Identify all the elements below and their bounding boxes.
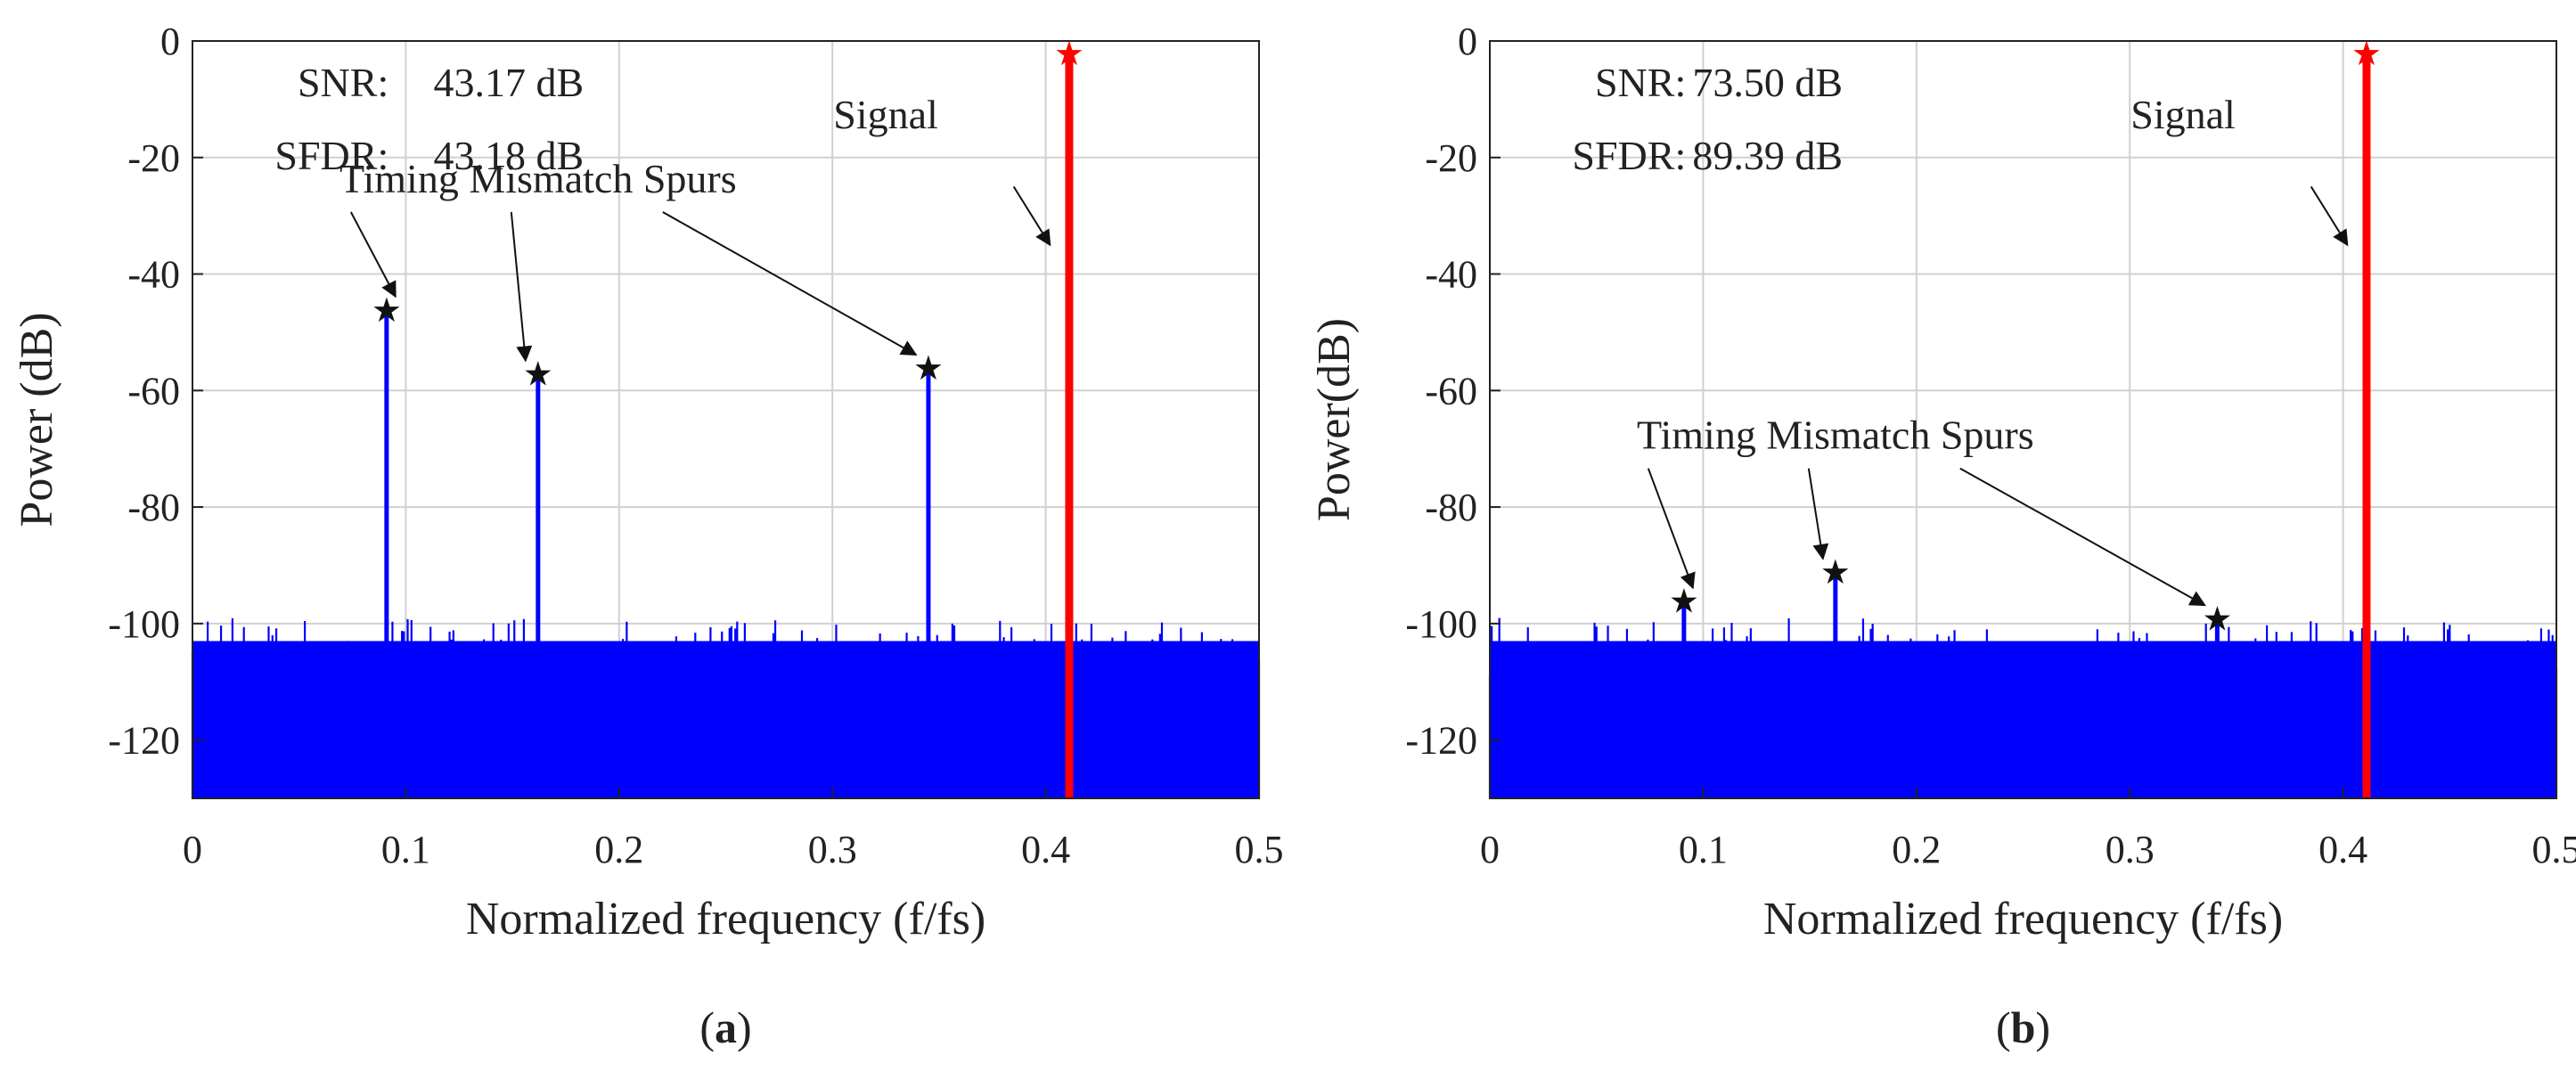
caption-letter: b xyxy=(2011,1002,2036,1052)
spur-marker: ★ xyxy=(523,355,553,394)
x-tick-label: 0 xyxy=(183,828,202,871)
stat-value: 89.39 dB xyxy=(1692,133,1843,178)
x-tick-label: 0.4 xyxy=(2318,828,2367,871)
spur-marker: ★ xyxy=(1820,552,1851,592)
y-tick-label: -80 xyxy=(127,486,180,529)
axis-ticks: 0 0.1 0.2 0.3 0.4 0.5 0 -20 -40 -60 -80 -100 -120 xyxy=(1405,20,2576,871)
panel-caption: (b) xyxy=(1996,1002,2050,1052)
y-tick-label: -40 xyxy=(1425,253,1477,297)
stat-value: 43.18 dB xyxy=(434,133,585,178)
stat-label: SFDR: xyxy=(274,133,388,178)
x-tick-label: 0 xyxy=(1480,828,1500,871)
y-tick-label: -100 xyxy=(108,602,180,646)
x-axis-label: Normalized frequency (f/fs) xyxy=(466,894,985,944)
chart-panel-a: ★ ★ ★ ★ 0 0.1 0.2 0.3 0.4 0.5 0 -20 -40 -60 -80 -100 -… xyxy=(12,20,1284,1052)
spur-arrow xyxy=(510,211,533,363)
y-tick-label: -80 xyxy=(1425,486,1477,529)
plot-frame xyxy=(192,40,1260,799)
spur-arrow xyxy=(349,211,397,298)
stat-value: 73.50 dB xyxy=(1692,60,1843,105)
y-tick-label: 0 xyxy=(1458,20,1477,63)
x-tick-label: 0.3 xyxy=(808,828,857,871)
signal-arrow xyxy=(1012,185,1051,247)
x-tick-label: 0.1 xyxy=(381,828,430,871)
signal-marker: ★ xyxy=(1054,34,1084,73)
noise-floor-series xyxy=(1488,617,2558,798)
x-tick-label: 0.1 xyxy=(1679,828,1728,871)
y-tick-label: -20 xyxy=(1425,136,1477,180)
signal-label: Signal xyxy=(833,92,938,137)
y-tick-label: -60 xyxy=(127,369,180,413)
spur-marker: ★ xyxy=(2202,599,2232,638)
signal-marker: ★ xyxy=(2351,34,2382,73)
panel-caption: (a) xyxy=(699,1002,751,1052)
spur-arrow xyxy=(662,211,918,356)
signal-arrow xyxy=(2310,185,2349,247)
noise-floor-series xyxy=(191,617,1261,798)
x-tick-label: 0.2 xyxy=(1892,828,1941,871)
y-tick-label: -40 xyxy=(127,253,180,297)
x-tick-label: 0.5 xyxy=(1235,828,1284,871)
y-tick-label: 0 xyxy=(160,20,180,63)
y-tick-label: -120 xyxy=(108,719,180,763)
x-tick-label: 0.5 xyxy=(2532,828,2576,871)
spur-label: Timing Mismatch Spurs xyxy=(339,156,737,201)
x-axis-label: Normalized frequency (f/fs) xyxy=(1763,894,2283,944)
x-tick-label: 0.3 xyxy=(2106,828,2155,871)
x-tick-label: 0.2 xyxy=(594,828,643,871)
chart-panel-b: ★ ★ ★ ★ 0 0.1 0.2 0.3 0.4 0.5 0 -20 -40 -60 -80 -100 -… xyxy=(1309,20,2576,1052)
y-axis-label: Power(dB) xyxy=(1309,318,1360,521)
annotations: SNR: 43.17 dB SFDR: 43.18 dB Signal Timing Mi… xyxy=(274,60,1051,363)
spur-marker: ★ xyxy=(913,348,944,388)
y-tick-label: -60 xyxy=(1425,369,1477,413)
plot-frame xyxy=(1489,40,2557,799)
y-tick-label: -100 xyxy=(1405,602,1477,646)
spur-arrow xyxy=(1959,467,2206,607)
stat-label: SNR: xyxy=(298,60,388,105)
stat-value: 43.17 dB xyxy=(434,60,585,105)
spur-arrow xyxy=(1807,468,1829,560)
stat-label: SNR: xyxy=(1595,60,1686,105)
spur-series: ★ ★ ★ xyxy=(1669,552,2232,798)
y-axis-label: Power (dB) xyxy=(12,312,62,527)
spur-label: Timing Mismatch Spurs xyxy=(1637,413,2034,458)
spur-arrow xyxy=(1647,468,1696,590)
spur-series: ★ ★ ★ xyxy=(372,290,944,798)
spur-marker: ★ xyxy=(1669,582,1699,621)
axis-ticks: 0 0.1 0.2 0.3 0.4 0.5 0 -20 -40 -60 -80 -100 -120 xyxy=(108,20,1283,871)
x-tick-label: 0.4 xyxy=(1021,828,1070,871)
y-tick-label: -20 xyxy=(127,136,180,180)
caption-letter: a xyxy=(715,1002,737,1052)
stat-label: SFDR: xyxy=(1572,133,1686,178)
spur-marker: ★ xyxy=(372,290,402,330)
y-tick-label: -120 xyxy=(1405,719,1477,763)
signal-label: Signal xyxy=(2130,92,2236,137)
